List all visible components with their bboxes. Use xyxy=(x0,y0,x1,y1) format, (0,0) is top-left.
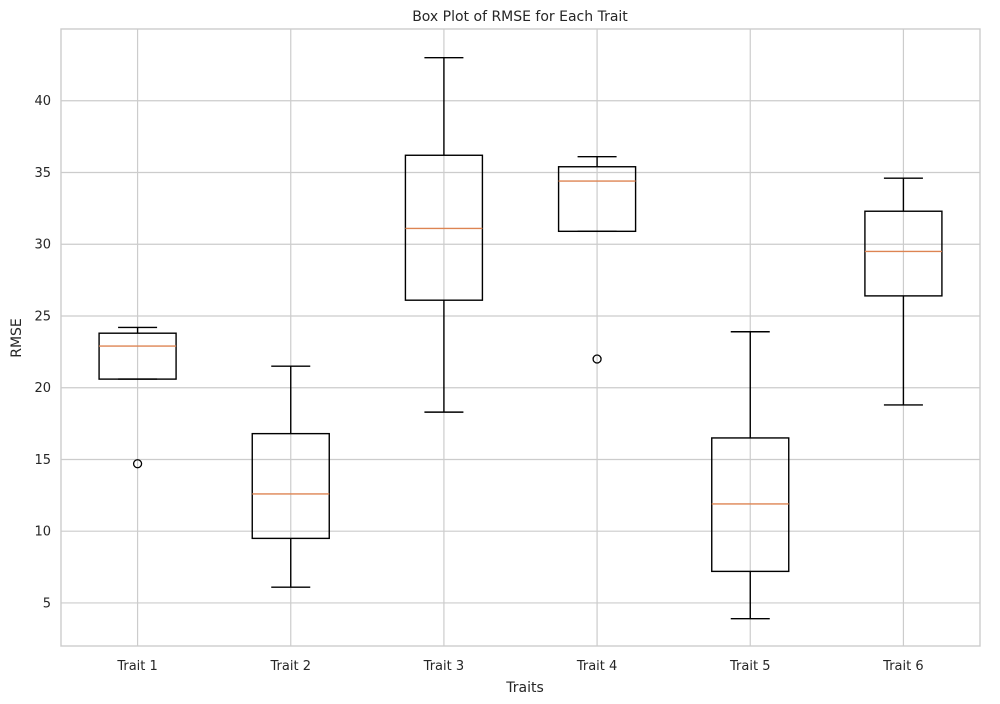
y-tick-label: 25 xyxy=(34,309,51,324)
x-tick-label: Trait 2 xyxy=(270,659,311,674)
iqr-box xyxy=(864,210,943,297)
box-4 xyxy=(557,156,637,364)
x-tick-label: Trait 6 xyxy=(882,659,923,674)
chart-title: Box Plot of RMSE for Each Trait xyxy=(412,9,628,25)
box-layer xyxy=(98,56,943,620)
box-1 xyxy=(98,326,177,469)
y-axis-label: RMSE xyxy=(9,318,25,358)
y-tick-label: 40 xyxy=(34,94,51,109)
box-3 xyxy=(404,56,484,413)
y-tick-label: 10 xyxy=(34,525,51,540)
iqr-box xyxy=(711,437,790,573)
y-tick-label: 15 xyxy=(34,453,51,468)
outlier-point xyxy=(132,459,143,469)
x-tick-label: Trait 3 xyxy=(423,659,464,674)
box-2 xyxy=(251,365,330,588)
y-tick-label: 20 xyxy=(34,381,51,396)
box-6 xyxy=(864,177,943,406)
iqr-box xyxy=(557,166,637,233)
grid-layer xyxy=(61,29,980,646)
y-tick-label: 35 xyxy=(34,166,51,181)
x-tick-label: Trait 5 xyxy=(729,659,770,674)
x-tick-label: Trait 1 xyxy=(116,659,157,674)
iqr-box xyxy=(404,154,484,301)
plot-area-frame xyxy=(60,28,981,647)
x-axis-label: Traits xyxy=(505,680,544,696)
y-tick-label: 30 xyxy=(34,238,51,253)
box-5 xyxy=(711,331,790,620)
outlier-point xyxy=(592,354,602,364)
tick-layer: 5 10 15 20 25 30 35 40 Trait 1 Trait 2 Trait 3 Trai… xyxy=(34,94,923,674)
iqr-box xyxy=(98,332,177,380)
iqr-box xyxy=(251,432,330,540)
y-tick-label: 5 xyxy=(43,596,51,611)
x-tick-label: Trait 4 xyxy=(576,659,617,674)
